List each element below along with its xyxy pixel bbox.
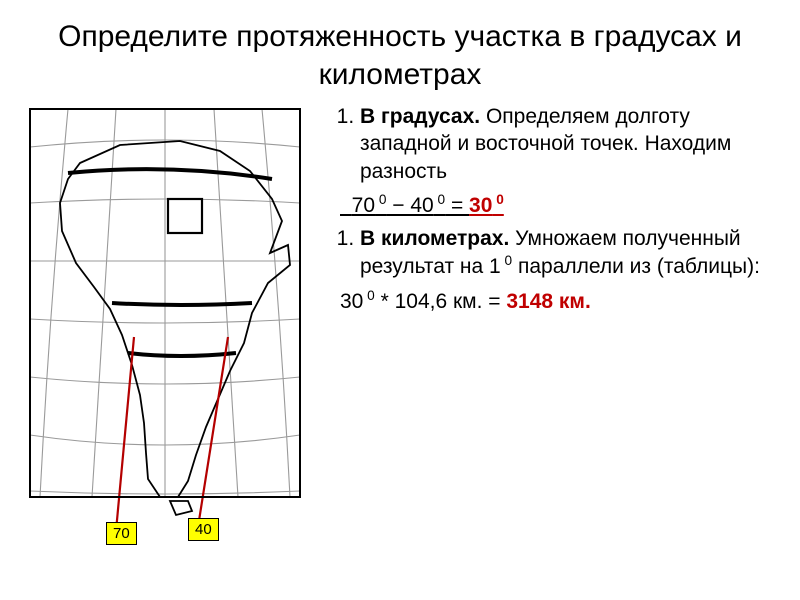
map-container: 70 40 bbox=[20, 103, 310, 548]
step2-body2: параллели из (таблицы): bbox=[518, 255, 760, 278]
degrees-calc: 70 0 − 40 0 = 30 0 bbox=[340, 191, 780, 219]
calc1-underlined: 70 0 − 40 0 = bbox=[340, 194, 469, 217]
slide-title: Определите протяженность участка в граду… bbox=[0, 0, 800, 103]
km-calc: 30 0 * 104,6 км. = 3148 км. bbox=[340, 287, 780, 315]
longitude-label-40: 40 bbox=[188, 518, 219, 541]
steps-list-2: В километрах. Умножаем полученный резуль… bbox=[320, 225, 780, 281]
calc2-result: 3148 км. bbox=[506, 290, 590, 313]
longitude-label-70: 70 bbox=[106, 522, 137, 545]
step-kilometers: В километрах. Умножаем полученный резуль… bbox=[360, 225, 780, 281]
slide: Определите протяженность участка в граду… bbox=[0, 0, 800, 600]
step2-heading: В километрах. bbox=[360, 227, 509, 250]
content-row: 70 40 В градусах. Определяем долготу зап… bbox=[0, 103, 800, 548]
text-content: В градусах. Определяем долготу западной … bbox=[310, 103, 780, 548]
step1-heading: В градусах. bbox=[360, 105, 480, 128]
calc1-result: 30 0 bbox=[469, 194, 504, 217]
south-america-map bbox=[20, 103, 310, 543]
step-degrees: В градусах. Определяем долготу западной … bbox=[360, 103, 780, 185]
steps-list: В градусах. Определяем долготу западной … bbox=[320, 103, 780, 185]
